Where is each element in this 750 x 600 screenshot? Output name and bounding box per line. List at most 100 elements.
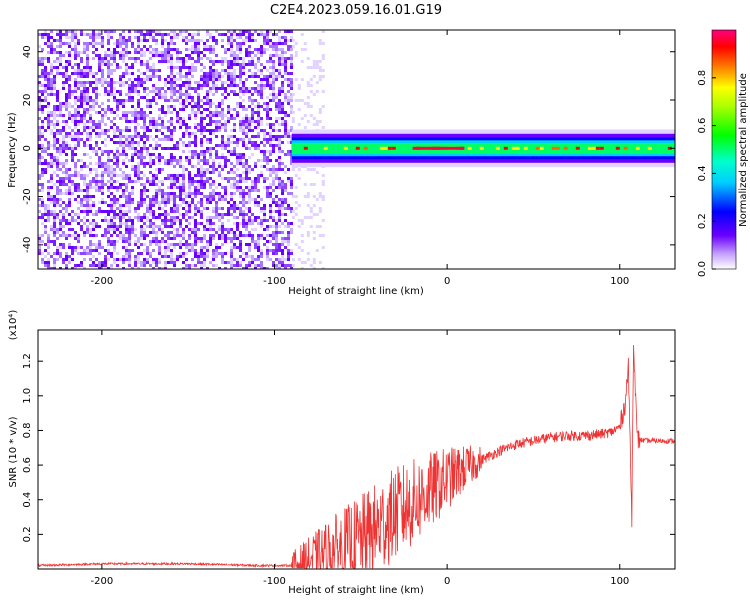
heatmap-cell	[251, 36, 254, 39]
heatmap-cell	[152, 69, 155, 72]
heatmap-cell	[161, 147, 164, 150]
heatmap-cell	[92, 51, 95, 54]
heatmap-cell	[77, 138, 80, 141]
heatmap-cell	[291, 39, 295, 42]
heatmap-cell	[170, 198, 173, 201]
heatmap-cell	[185, 60, 188, 63]
heatmap-cell	[68, 30, 71, 33]
heatmap-cell	[122, 162, 125, 165]
heatmap-cell	[287, 99, 290, 102]
heatmap-cell	[260, 93, 263, 96]
heatmap-cell	[128, 78, 131, 81]
heatmap-cell	[312, 195, 316, 198]
heatmap-cell	[155, 75, 158, 78]
heatmap-cell	[59, 180, 62, 183]
heatmap-cell	[131, 201, 134, 204]
heatmap-cell	[140, 54, 143, 57]
heatmap-cell	[251, 222, 254, 225]
heatmap-cell	[251, 117, 254, 120]
heatmap-cell	[266, 219, 269, 222]
heatmap-cell	[164, 84, 167, 87]
heatmap-cell	[197, 258, 200, 261]
heatmap-cell	[173, 84, 176, 87]
heatmap-cell	[140, 162, 143, 165]
heatmap-cell	[233, 165, 236, 168]
heatmap-cell	[164, 96, 167, 99]
heatmap-cell	[86, 69, 89, 72]
heatmap-cell	[224, 81, 227, 84]
heatmap-cell	[125, 198, 128, 201]
heatmap-cell	[185, 159, 188, 162]
heatmap-cell	[284, 213, 287, 216]
heatmap-cell	[161, 156, 164, 159]
heatmap-cell	[254, 72, 257, 75]
heatmap-cell	[128, 141, 131, 144]
heatmap-cell	[272, 219, 275, 222]
heatmap-cell	[89, 132, 92, 135]
heatmap-cell	[92, 75, 95, 78]
heatmap-cell	[242, 30, 245, 33]
heatmap-cell	[167, 51, 170, 54]
heatmap-cell	[74, 78, 77, 81]
heatmap-cell	[116, 153, 119, 156]
heatmap-cell	[275, 225, 278, 228]
heatmap-cell	[212, 234, 215, 237]
heatmap-cell	[92, 120, 95, 123]
heatmap-cell	[179, 96, 182, 99]
heatmap-cell	[275, 174, 278, 177]
heatmap-cell	[248, 189, 251, 192]
heatmap-cell	[221, 84, 224, 87]
heatmap-cell	[101, 174, 104, 177]
heatmap-cell	[83, 72, 86, 75]
heatmap-cell	[191, 216, 194, 219]
heatmap-cell	[125, 255, 128, 258]
heatmap-cell	[263, 237, 266, 240]
heatmap-cell	[107, 75, 110, 78]
heatmap-cell	[275, 117, 278, 120]
heatmap-cell	[257, 123, 260, 126]
heatmap-cell	[38, 240, 41, 243]
heatmap-cell	[134, 120, 137, 123]
heatmap-cell	[107, 171, 110, 174]
heatmap-cell	[77, 132, 80, 135]
heatmap-cell	[266, 234, 269, 237]
heatmap-cell	[321, 105, 325, 108]
heatmap-cell	[50, 111, 53, 114]
heatmap-cell	[53, 264, 56, 267]
heatmap-cell	[203, 225, 206, 228]
heatmap-cell	[281, 63, 284, 66]
heatmap-cell	[176, 195, 179, 198]
heatmap-cell	[167, 138, 170, 141]
heatmap-cell	[116, 240, 119, 243]
heatmap-cell	[239, 261, 242, 264]
heatmap-cell	[125, 249, 128, 252]
heatmap-cell	[185, 240, 188, 243]
heatmap-cell	[86, 108, 89, 111]
heatmap-cell	[251, 114, 254, 117]
heatmap-cell	[164, 54, 167, 57]
heatmap-cell	[197, 222, 200, 225]
heatmap-cell	[260, 81, 263, 84]
heatmap-cell	[101, 72, 104, 75]
heatmap-cell	[161, 57, 164, 60]
heatmap-cell	[155, 264, 158, 267]
heatmap-cell	[575, 146, 580, 150]
heatmap-cell	[200, 87, 203, 90]
heatmap-cell	[224, 120, 227, 123]
heatmap-cell	[248, 63, 251, 66]
heatmap-cell	[290, 84, 293, 87]
heatmap-cell	[269, 39, 272, 42]
heatmap-cell	[131, 135, 134, 138]
heatmap-cell	[53, 156, 56, 159]
heatmap-cell	[56, 201, 59, 204]
heatmap-cell	[50, 201, 53, 204]
heatmap-cell	[278, 39, 281, 42]
heatmap-cell	[251, 237, 254, 240]
heatmap-cell	[74, 117, 77, 120]
heatmap-cell	[116, 63, 119, 66]
heatmap-cell	[266, 114, 269, 117]
heatmap-cell	[266, 150, 269, 153]
heatmap-cell	[164, 210, 167, 213]
heatmap-cell	[47, 264, 50, 267]
heatmap-cell	[287, 84, 290, 87]
